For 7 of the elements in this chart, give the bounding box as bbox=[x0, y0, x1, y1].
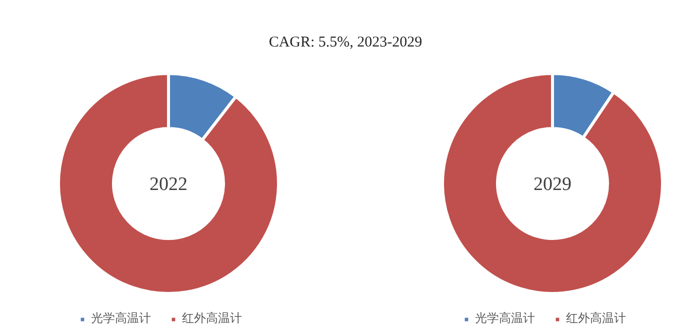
text: 2022 bbox=[150, 174, 188, 195]
legend-label: 光学高温计 bbox=[91, 310, 151, 327]
legend-label: 红外高温计 bbox=[566, 310, 626, 327]
legend-label: 红外高温计 bbox=[182, 310, 242, 327]
text: 2029 bbox=[534, 174, 572, 195]
legend-label: 光学高温计 bbox=[475, 310, 535, 327]
text: CAGR: 5.5%, 2023-2029 bbox=[268, 34, 422, 50]
